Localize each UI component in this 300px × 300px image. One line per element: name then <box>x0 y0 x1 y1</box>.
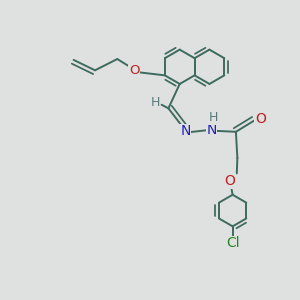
Text: N: N <box>206 123 217 137</box>
Text: H: H <box>208 111 218 124</box>
Text: H: H <box>150 97 160 110</box>
Text: Cl: Cl <box>226 236 239 250</box>
Text: N: N <box>180 124 190 139</box>
Text: O: O <box>129 64 140 77</box>
Text: O: O <box>255 112 266 126</box>
Text: O: O <box>224 174 235 188</box>
